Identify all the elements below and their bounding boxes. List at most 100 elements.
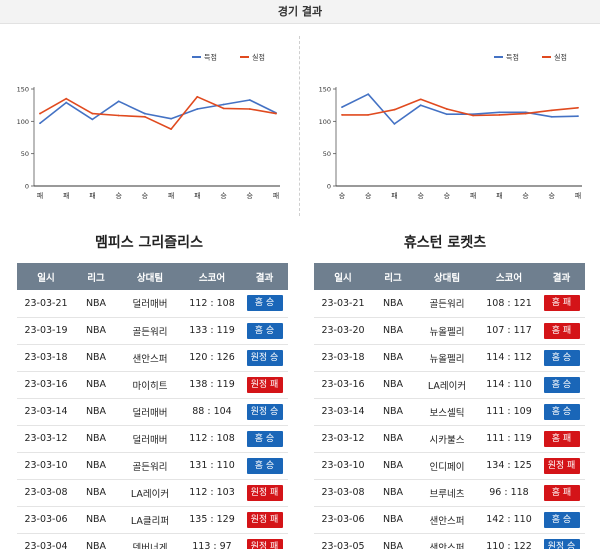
data-point [498,111,501,114]
cell-score: 108 : 121 [480,290,538,318]
cell-league: NBA [372,479,414,507]
cell-date: 23-03-14 [314,398,372,426]
result-badge: 원정 승 [543,538,580,549]
table-row: 23-03-06 NBA 샌안스퍼 142 : 110 홈 승 [314,506,585,534]
page-header: 경기 결과 [0,0,600,24]
table-row: 23-03-05 NBA 샌안스퍼 110 : 122 원정 승 [314,533,585,549]
cell-date: 23-03-18 [314,344,372,372]
result-badge: 홈 승 [246,322,283,339]
result-badge: 원정 승 [246,403,283,420]
x-tick-label: 패 [63,191,69,200]
table-row: 23-03-21 NBA 골든워리 108 : 121 홈 패 [314,290,585,318]
memphis-line-chart: 0 50 100 150 패 패 패 승 승 패 패 승 승 패 득점 실점 [17,53,280,200]
result-badge: 원정 패 [246,538,283,549]
data-point [248,108,251,110]
cell-league: NBA [372,371,414,399]
cell-score: 107 : 117 [480,317,538,345]
series-line-allowed [342,98,579,117]
data-point [341,106,343,109]
cell-result: 홈 패 [538,290,585,318]
cell-league: NBA [75,371,117,399]
cell-date: 23-03-21 [17,290,75,318]
result-badge: 홈 패 [543,484,580,501]
legend-label: 실점 [554,53,567,62]
cell-opponent: 골든워리 [117,317,183,345]
result-badge: 홈 승 [246,430,283,447]
cell-score: 113 : 97 [183,533,241,549]
result-badge: 홈 승 [246,457,283,474]
col-score: 스코어 [183,263,241,290]
series-line-score [341,93,579,125]
result-badge: 홈 승 [543,349,580,366]
cell-league: NBA [75,425,117,453]
result-badge: 홈 패 [543,322,580,339]
cell-score: 131 : 110 [183,452,241,480]
cell-result: 원정 승 [241,398,288,426]
cell-league: NBA [372,317,414,345]
result-badge: 원정 패 [246,484,283,501]
data-point [498,113,501,116]
data-point [472,114,475,117]
result-badge: 홈 승 [543,376,580,393]
data-point [196,95,199,98]
cell-league: NBA [372,425,414,453]
x-tick-label: 패 [273,191,279,200]
cell-date: 23-03-12 [314,425,372,453]
table-row: 23-03-10 NBA 인디페이 134 : 125 원정 패 [314,452,585,480]
table-row: 23-03-18 NBA 뉴올펠리 114 : 112 홈 승 [314,344,585,372]
table-row: 23-03-16 NBA LA레이커 114 : 110 홈 승 [314,371,585,399]
table-row: 23-03-14 NBA 보스셀틱 111 : 109 홈 승 [314,398,585,426]
cell-score: 111 : 119 [480,425,538,453]
cell-score: 88 : 104 [183,398,241,426]
x-tick-label: 패 [470,191,476,200]
x-tick-label: 승 [339,192,346,200]
result-badge: 원정 패 [246,511,283,528]
table-row: 23-03-06 NBA LA클리퍼 135 : 129 원정 패 [17,506,288,534]
data-point [91,118,94,121]
cell-score: 96 : 118 [480,479,538,507]
cell-date: 23-03-06 [17,506,75,534]
table-row: 23-03-16 NBA 마이히트 138 : 119 원정 패 [17,371,288,399]
table-row: 23-03-20 NBA 뉴올펠리 107 : 117 홈 패 [314,317,585,345]
x-tick-label: 승 [365,192,372,200]
cell-opponent: 마이히트 [117,371,183,399]
data-point [39,122,41,125]
cell-league: NBA [372,398,414,426]
data-point [367,113,370,116]
data-point [39,112,41,115]
cell-result: 홈 승 [538,344,585,372]
data-point [393,123,396,125]
y-tick-label: 100 [319,118,331,126]
cell-score: 133 : 119 [183,317,241,345]
cell-league: NBA [372,290,414,318]
memphis-results-table: 일시 리그 상대팀 스코어 결과 23-03-21 NBA 덜러매버 112 : 10… [17,263,288,549]
table-row: 23-03-08 NBA 브루네츠 96 : 118 홈 패 [314,479,585,507]
result-badge: 원정 패 [246,376,283,393]
cell-league: NBA [372,506,414,534]
cell-result: 홈 승 [538,398,585,426]
cell-result: 홈 패 [538,479,585,507]
cell-date: 23-03-20 [314,317,372,345]
cell-date: 23-03-14 [17,398,75,426]
houston-line-chart: 0 50 100 150 승 승 패 승 승 패 패 승 승 패 득점 실점 [319,53,582,200]
cell-date: 23-03-05 [314,533,372,549]
cell-date: 23-03-06 [314,506,372,534]
chart-divider [299,36,300,216]
data-point [445,113,448,116]
legend-label: 득점 [204,54,217,62]
col-opponent: 상대팀 [117,263,183,290]
data-point [445,108,448,110]
data-point [248,99,251,101]
data-point [65,97,68,100]
data-point [550,115,553,118]
cell-league: NBA [372,533,414,549]
cell-league: NBA [372,452,414,480]
cell-result: 원정 승 [241,344,288,372]
x-tick-label: 승 [220,192,227,200]
data-point [367,93,370,96]
x-tick-label: 패 [194,191,200,200]
table-row: 23-03-12 NBA 덜러매버 112 : 108 홈 승 [17,425,288,453]
cell-score: 112 : 108 [183,290,241,318]
table-row: 23-03-08 NBA LA레이커 112 : 103 원정 패 [17,479,288,507]
cell-score: 134 : 125 [480,452,538,480]
